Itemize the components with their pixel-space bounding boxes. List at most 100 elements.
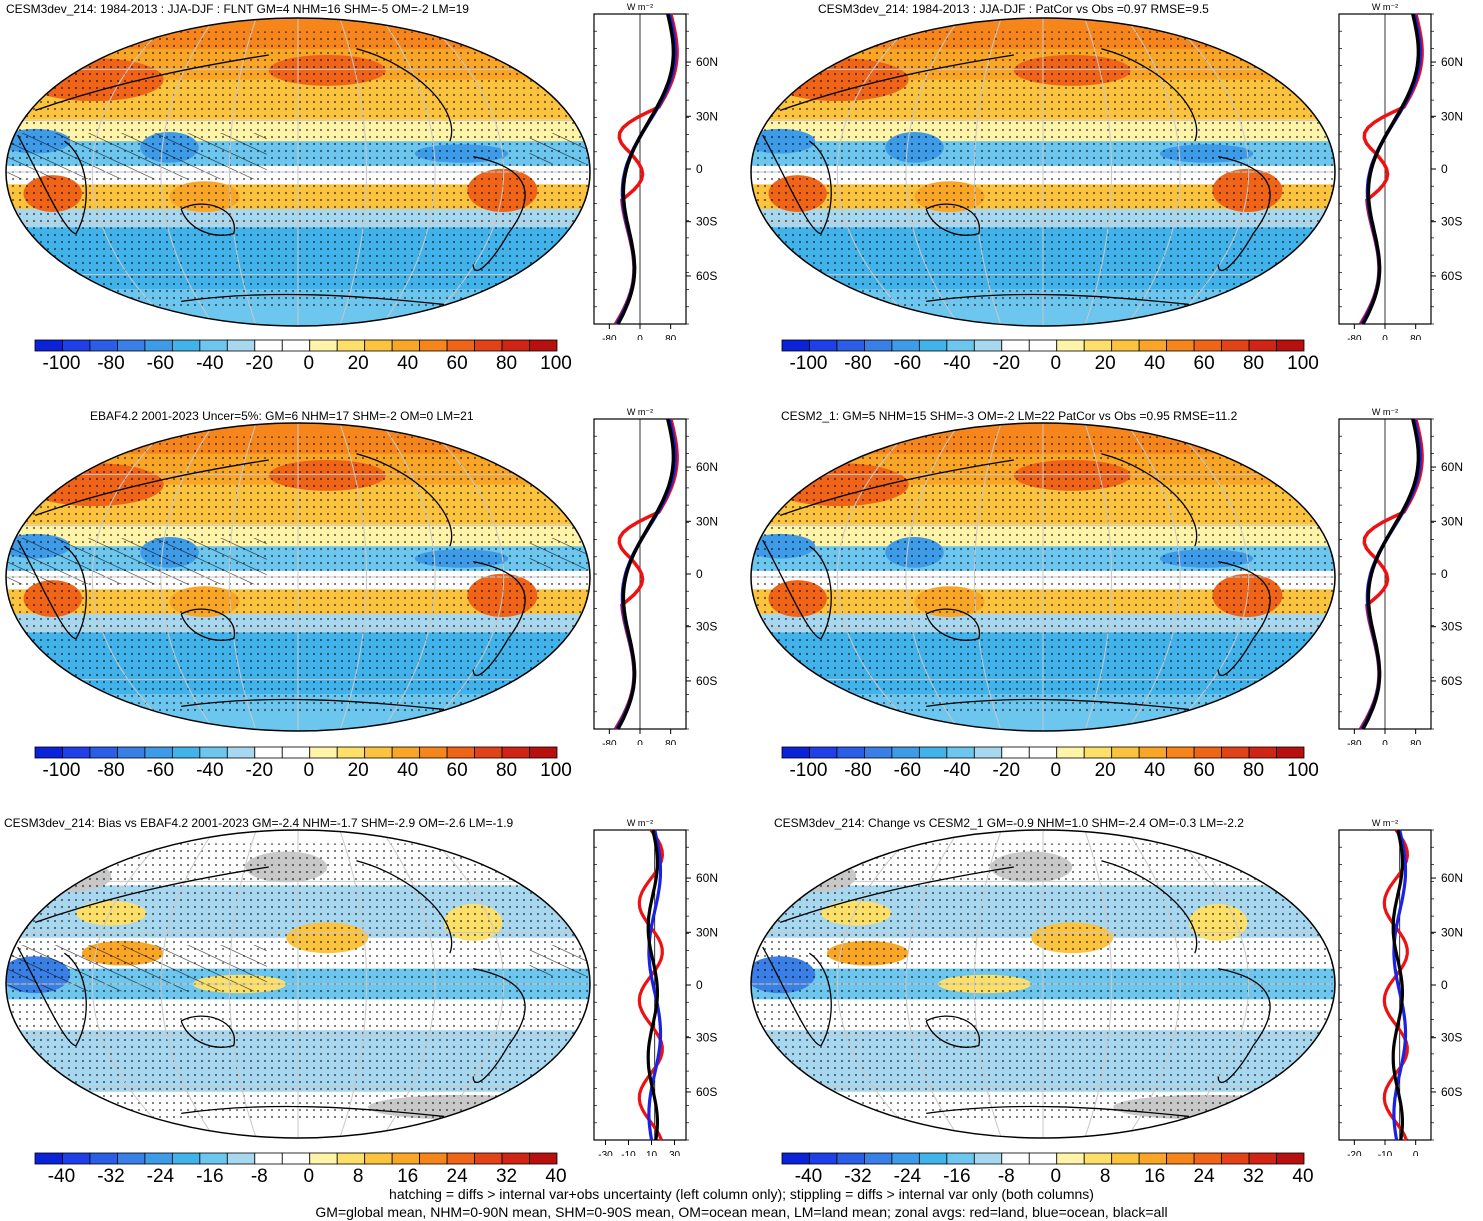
colorbar-swatch [1056, 339, 1085, 352]
colorbar-swatch [474, 746, 503, 759]
colorbar-swatch [117, 1152, 146, 1165]
zonal-units: W m⁻² [1372, 818, 1398, 828]
colorbar-tick-label: 8 [1099, 1166, 1111, 1187]
graticule-lon [1084, 423, 1113, 731]
zonal-xtick-label: 80 [1410, 739, 1422, 745]
colorbar-swatch [501, 1152, 530, 1165]
zonal-line-all [1361, 418, 1421, 730]
colorbar-swatch [34, 1152, 63, 1165]
colorbar-swatch [336, 339, 366, 352]
colorbar-swatch [309, 339, 338, 352]
colorbar-tick-label: -80 [97, 353, 125, 374]
colorbar-swatch [226, 746, 256, 759]
colorbar-tick-label: -40 [943, 353, 971, 374]
colorbar-swatch [529, 1152, 558, 1165]
caption-line1: hatching = diffs > internal var+obs unce… [389, 1186, 1094, 1202]
colorbar-labels: -100 -80 -60 -40 -20 0 20 40 60 80 100 [781, 760, 1318, 782]
zonal-xtick-label: 30 [669, 1150, 681, 1156]
colorbar-tick-label: 20 [347, 760, 369, 781]
coastline [1101, 453, 1198, 547]
zonal-ytick-label: 60N [1441, 460, 1463, 474]
graticule-lon [91, 830, 174, 1138]
colorbar-swatch [781, 1152, 810, 1165]
zonal-ytick-label: 0 [696, 567, 703, 581]
graticule-lon [91, 18, 174, 326]
coastline [17, 539, 87, 640]
coastline [926, 698, 1190, 711]
graticule-lon [1084, 18, 1113, 326]
colorbar-swatch [529, 746, 558, 759]
coastline [180, 1015, 235, 1048]
colorbar-swatch [336, 1152, 366, 1165]
colorbar-swatch [1001, 746, 1030, 759]
colorbar-swatch [446, 1152, 475, 1165]
colorbar-swatch [1166, 746, 1195, 759]
zonal-units: W m⁻² [1372, 407, 1398, 417]
colorbar-tick-label: 40 [1144, 760, 1166, 781]
colorbar-labels: -40 -32 -24 -16 -8 0 8 16 24 32 40 [34, 1166, 567, 1188]
colorbar-labels: -100 -80 -60 -40 -20 0 20 40 60 80 100 [34, 353, 571, 375]
zonal-ytick-label: 60N [1441, 871, 1463, 885]
colorbar-tick-label: -8 [997, 1166, 1015, 1187]
colorbar-tick-label: 40 [397, 353, 419, 374]
colorbar-swatch [501, 746, 530, 759]
colorbar-swatch [391, 1152, 421, 1165]
colorbar-tick-label: 20 [347, 353, 369, 374]
colorbar-swatch [1111, 746, 1140, 759]
colorbar-swatch [864, 1152, 893, 1165]
coastline [356, 860, 453, 954]
panel-flnt-jja-djf: CESM3dev_214: 1984-2013 : JJA-DJF : FLNT… [0, 0, 741, 400]
zonal-mean-plot: W m⁻² 60N 30N 0 30S 60S -30 -10 10 30 [593, 818, 718, 1156]
graticule-lon [973, 18, 1002, 326]
zonal-ytick-label: 30N [1441, 925, 1463, 939]
zonal-ytick-label: 0 [1441, 978, 1448, 992]
coastline [779, 459, 1014, 517]
graticule-lon [160, 423, 215, 731]
zonal-xtick-label: -80 [1347, 334, 1362, 340]
colorbar-tick-label: 16 [1144, 1166, 1166, 1187]
map-border [750, 17, 1336, 327]
zonal-xtick-label: 80 [1410, 334, 1422, 340]
colorbar-swatch [809, 339, 838, 352]
colorbar-swatch [34, 746, 63, 759]
colorbar-swatch [973, 746, 1003, 759]
colorbar-swatch [144, 339, 173, 352]
map-title: CESM2_1: GM=5 NHM=15 SHM=-3 OM=-2 LM=22 … [781, 409, 1238, 423]
graticule-lon [905, 423, 960, 731]
colorbar-tick-label: 60 [446, 760, 468, 781]
colorbar-tick-label: -20 [245, 353, 274, 374]
coastline [356, 48, 453, 142]
coastline [762, 539, 832, 640]
coastline [181, 1105, 445, 1118]
coastline [762, 134, 832, 235]
colorbar-tick-label: 20 [1094, 760, 1116, 781]
colorbar-tick-label: 20 [1094, 353, 1116, 374]
colorbar-swatch [1083, 746, 1113, 759]
colorbar-swatch [226, 339, 256, 352]
coastline [1217, 155, 1271, 271]
colorbar-swatch [364, 339, 393, 352]
zonal-ytick-label: 30N [696, 925, 718, 939]
colorbar-swatch [1083, 1152, 1113, 1165]
colorbar-swatch [144, 1152, 173, 1165]
colorbar-tick-label: -24 [893, 1166, 922, 1187]
zonal-xtick-label: -80 [1347, 739, 1362, 745]
hatching [529, 538, 590, 569]
colorbar-swatch [1138, 339, 1168, 352]
zonal-xtick-label: -10 [621, 1150, 636, 1156]
map-title: CESM3dev_214: Bias vs EBAF4.2 2001-2023 … [4, 816, 514, 830]
colorbar-tick-label: -8 [250, 1166, 268, 1187]
zonal-ytick-label: 30S [696, 620, 717, 634]
colorbar-swatch [918, 746, 948, 759]
colorbar-swatch [1111, 1152, 1140, 1165]
colorbar-swatch [171, 339, 201, 352]
colorbar-swatch [836, 746, 865, 759]
colorbar-tick-label: 80 [1242, 760, 1265, 781]
colorbar-swatch [117, 339, 146, 352]
colorbar-swatch [918, 339, 948, 352]
colorbar-swatch [199, 1152, 228, 1165]
colorbar-tick-label: -20 [992, 760, 1021, 781]
coastline [181, 293, 445, 306]
zonal-line-all [1361, 13, 1421, 325]
panel-change: CESM3dev_214: Change vs CESM2_1 GM=-0.9 … [745, 812, 1483, 1187]
